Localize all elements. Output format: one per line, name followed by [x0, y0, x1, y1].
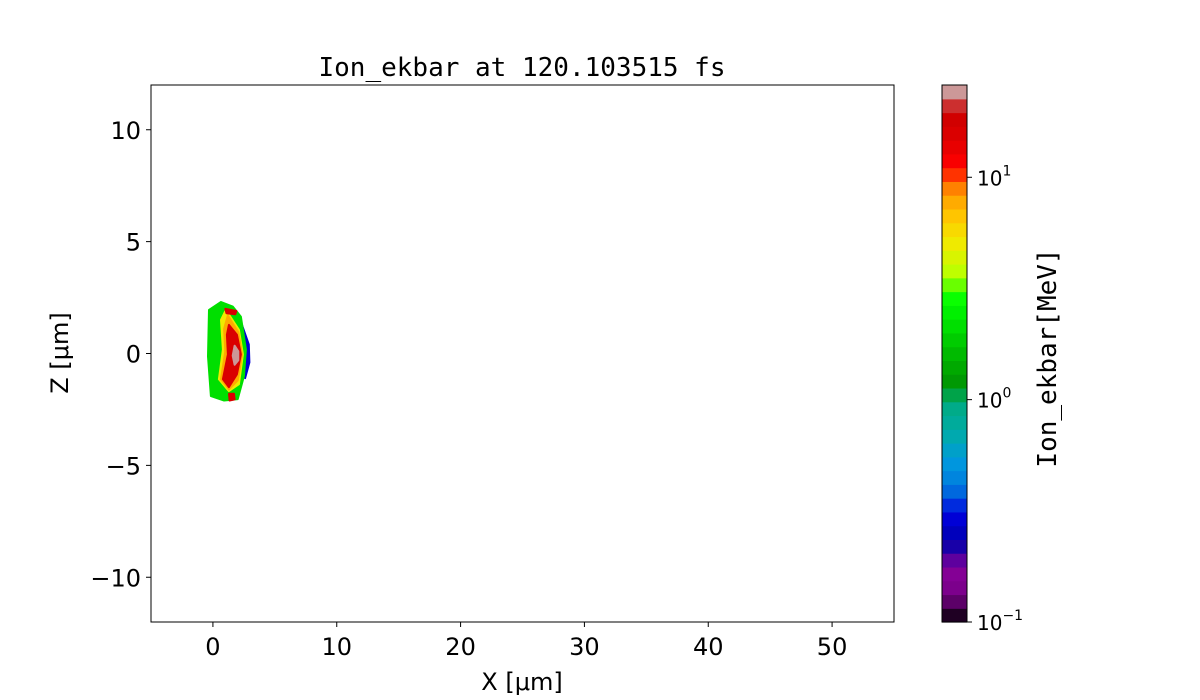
colorbar-band — [942, 415, 967, 430]
colorbar-band — [942, 264, 967, 279]
colorbar-label: Ion_ekbar[MeV] — [1033, 248, 1063, 467]
colorbar-frame — [941, 84, 968, 623]
colorbar-band — [942, 346, 967, 361]
colorbar-band — [942, 126, 967, 141]
colorbar-band — [942, 195, 967, 210]
colorbar-band — [942, 594, 967, 609]
field-region-5 — [231, 344, 240, 366]
colorbar-tick-label: 10−1 — [977, 608, 1023, 635]
y-tick-label: 0 — [126, 341, 141, 369]
plot-frame — [150, 84, 895, 623]
colorbar-band — [942, 360, 967, 375]
colorbar-band — [942, 387, 967, 403]
x-axis: 0 10 20 30 40 50 — [205, 622, 847, 661]
colorbar-band — [942, 456, 967, 472]
y-tick-label: −5 — [106, 452, 141, 480]
y-tick-label: 10 — [110, 117, 141, 145]
colorbar-band — [942, 553, 967, 568]
colorbar-band — [942, 525, 967, 540]
colorbar: 10−1 100 101 — [941, 84, 1023, 635]
x-tick-label: 50 — [817, 633, 848, 661]
x-axis-label: X [μm] — [481, 668, 562, 696]
plot-area — [207, 301, 251, 402]
y-tick-label: −10 — [90, 564, 141, 592]
colorbar-tick-label: 100 — [977, 386, 1011, 413]
colorbar-band — [942, 140, 967, 155]
y-axis: 10 5 0 −5 −10 — [90, 117, 151, 592]
colorbar-band — [942, 566, 967, 582]
colorbar-band — [942, 85, 967, 100]
colorbar-band — [942, 208, 967, 224]
colorbar-band — [942, 222, 967, 238]
x-tick-label: 30 — [569, 633, 600, 661]
colorbar-band — [942, 98, 967, 114]
x-tick-label: 40 — [693, 633, 724, 661]
colorbar-band — [942, 250, 967, 265]
colorbar-band — [942, 319, 967, 334]
colorbar-band — [942, 498, 967, 513]
colorbar-band — [942, 470, 967, 485]
colorbar-band — [942, 236, 967, 251]
colorbar-band — [942, 608, 967, 623]
colorbar-band — [942, 429, 967, 444]
colorbar-band — [942, 153, 967, 169]
colorbar-band — [942, 112, 967, 127]
field-region-7 — [224, 307, 238, 316]
chart-title: Ion_ekbar at 120.103515 fs — [319, 53, 726, 83]
colorbar-tick-label: 101 — [977, 163, 1011, 190]
y-tick-label: 5 — [126, 229, 141, 257]
colorbar-band — [942, 291, 967, 306]
colorbar-band — [942, 511, 967, 527]
colorbar-band — [942, 539, 967, 554]
colorbar-band — [942, 305, 967, 320]
x-tick-label: 0 — [205, 633, 220, 661]
x-tick-label: 10 — [321, 633, 352, 661]
colorbar-band — [942, 580, 967, 596]
colorbar-band — [942, 277, 967, 293]
colorbar-band — [942, 374, 967, 389]
colorbar-band — [942, 484, 967, 499]
x-tick-label: 20 — [445, 633, 476, 661]
colorbar-band — [942, 443, 967, 458]
colorbar-band — [942, 181, 967, 196]
y-axis-label: Z [μm] — [46, 312, 74, 393]
colorbar-band — [942, 167, 967, 182]
field-region-6 — [228, 392, 236, 402]
colorbar-band — [942, 401, 967, 417]
colorbar-band — [942, 332, 967, 348]
